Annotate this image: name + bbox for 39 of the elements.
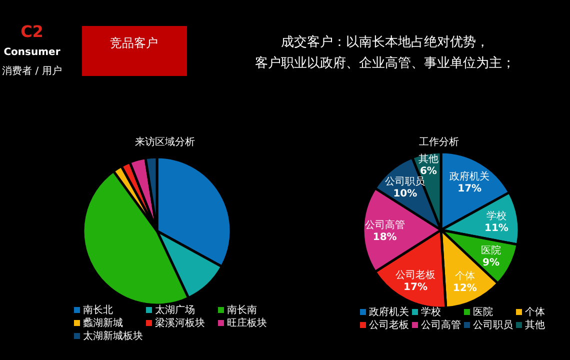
- data-label: 10%: [393, 188, 418, 200]
- legend-label: 蠡湖新城: [83, 317, 123, 329]
- text: 竞品客户: [110, 36, 158, 50]
- legend-label: 梁溪河板块: [155, 317, 205, 329]
- data-label: 17%: [458, 184, 482, 195]
- legend-label: 南长南: [227, 304, 257, 316]
- text: C2: [20, 22, 44, 41]
- data-label: 6%: [420, 166, 437, 178]
- data-label: 17%: [404, 282, 428, 294]
- data-label: 11%: [484, 223, 508, 234]
- slice-label: 医院: [481, 244, 502, 256]
- legend-label: 医院: [473, 306, 493, 318]
- legend-label: 学校: [421, 306, 441, 318]
- slice-label: 政府机关: [450, 170, 490, 183]
- text: Consumer: [4, 47, 60, 58]
- data-label: 18%: [372, 232, 397, 243]
- text: 消费者 / 用户: [2, 65, 62, 77]
- slice-label: 学校: [486, 210, 506, 222]
- legend-label: 其他: [525, 319, 545, 331]
- slice-label: 公司老板: [396, 269, 436, 282]
- legend-label: 旺庄板块: [227, 317, 267, 329]
- legend-label: 政府机关: [369, 306, 409, 318]
- data-label: 9%: [482, 257, 500, 268]
- legend-label: 公司高管: [421, 319, 461, 331]
- text: 成交客户：以南长本地占绝对优势，: [281, 34, 489, 50]
- legend-label: 公司职员: [473, 319, 513, 331]
- legend-label: 个体: [525, 306, 545, 318]
- slice-label: 公司高管: [364, 219, 405, 231]
- slice-label: 个体: [454, 270, 475, 282]
- legend-label: 南长北: [83, 304, 113, 316]
- data-label: 12%: [452, 282, 477, 294]
- slice-label: 其他: [418, 153, 438, 166]
- slice-label: 公司职员: [385, 176, 426, 188]
- chart-title: 工作分析: [419, 136, 459, 148]
- legend-label: 公司老板: [369, 319, 409, 331]
- legend-label: 太湖广场: [155, 304, 195, 316]
- text: 客户职业以政府、企业高管、事业单位为主；: [255, 55, 515, 71]
- chart-title: 来访区域分析: [135, 136, 195, 148]
- legend-label: 太湖新城板块: [83, 330, 143, 342]
